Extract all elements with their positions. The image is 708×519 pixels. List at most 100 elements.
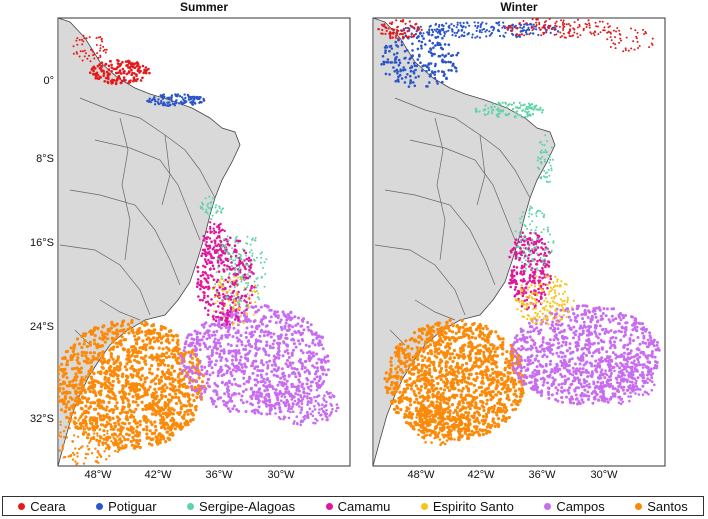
trajectory-point: [467, 334, 471, 338]
trajectory-point: [428, 390, 432, 394]
trajectory-point: [316, 369, 320, 373]
trajectory-point: [403, 379, 407, 383]
trajectory-point: [288, 407, 291, 411]
trajectory-point: [253, 286, 256, 289]
trajectory-point: [108, 419, 111, 422]
trajectory-point: [206, 300, 210, 304]
trajectory-point: [419, 406, 424, 410]
trajectory-point: [211, 371, 215, 375]
trajectory-point: [206, 236, 210, 239]
trajectory-point: [197, 96, 201, 99]
trajectory-point: [466, 433, 470, 437]
trajectory-point: [116, 377, 120, 381]
trajectory-point: [160, 100, 163, 103]
trajectory-point: [211, 197, 214, 200]
trajectory-point: [75, 358, 79, 362]
trajectory-point: [321, 409, 325, 413]
trajectory-point: [482, 355, 486, 359]
trajectory-point: [144, 330, 148, 334]
trajectory-point: [410, 347, 414, 351]
trajectory-point: [164, 339, 168, 343]
trajectory-point: [108, 381, 112, 385]
trajectory-point: [507, 415, 511, 420]
trajectory-point: [325, 418, 329, 422]
trajectory-point: [191, 100, 194, 103]
trajectory-point: [243, 286, 246, 289]
trajectory-point: [445, 439, 449, 442]
trajectory-point: [88, 71, 92, 74]
trajectory-point: [188, 360, 192, 364]
trajectory-point: [238, 306, 240, 309]
trajectory-point: [277, 347, 281, 351]
trajectory-point: [395, 381, 399, 385]
trajectory-point: [238, 298, 241, 301]
trajectory-point: [158, 386, 163, 390]
trajectory-point: [178, 410, 182, 415]
trajectory-point: [256, 397, 260, 401]
trajectory-point: [125, 382, 129, 386]
trajectory-point: [112, 392, 116, 396]
trajectory-point: [506, 386, 510, 390]
trajectory-point: [84, 354, 88, 358]
trajectory-point: [495, 375, 499, 379]
trajectory-point: [313, 343, 317, 347]
trajectory-point: [457, 326, 461, 330]
trajectory-point: [257, 405, 261, 409]
trajectory-point: [234, 351, 238, 355]
trajectory-point: [61, 356, 65, 360]
trajectory-point: [320, 343, 323, 347]
trajectory-point: [91, 73, 95, 76]
trajectory-point: [232, 307, 235, 310]
trajectory-point: [389, 367, 393, 371]
trajectory-point: [418, 416, 422, 420]
trajectory-point: [430, 352, 434, 356]
trajectory-point: [209, 206, 212, 209]
trajectory-point: [276, 352, 279, 356]
trajectory-point: [505, 379, 509, 383]
trajectory-point: [166, 364, 170, 368]
trajectory-point: [491, 390, 495, 394]
trajectory-point: [105, 48, 108, 51]
trajectory-point: [250, 345, 254, 349]
trajectory-point: [207, 309, 210, 312]
trajectory-point: [109, 355, 113, 359]
trajectory-point: [108, 454, 111, 458]
trajectory-point: [551, 352, 555, 356]
trajectory-point: [217, 284, 220, 287]
trajectory-point: [429, 349, 433, 353]
trajectory-point: [404, 421, 409, 425]
trajectory-point: [459, 366, 463, 370]
trajectory-point: [126, 322, 130, 326]
trajectory-point: [457, 429, 462, 433]
trajectory-point: [100, 330, 104, 334]
trajectory-point: [468, 358, 472, 362]
trajectory-point: [422, 349, 426, 353]
trajectory-point: [444, 336, 448, 340]
trajectory-point: [309, 380, 313, 384]
trajectory-point: [490, 362, 494, 366]
trajectory-point: [232, 289, 236, 293]
trajectory-point: [151, 323, 156, 327]
trajectory-point: [230, 349, 234, 353]
trajectory-point: [101, 406, 105, 410]
trajectory-point: [144, 348, 148, 352]
trajectory-point: [111, 379, 115, 383]
trajectory-point: [384, 385, 388, 389]
trajectory-point: [188, 375, 192, 379]
trajectory-point: [280, 367, 284, 371]
trajectory-point: [94, 76, 97, 80]
trajectory-point: [86, 411, 90, 415]
trajectory-point: [251, 290, 254, 293]
trajectory-point: [165, 412, 169, 416]
trajectory-point: [76, 435, 80, 438]
trajectory-point: [220, 283, 223, 286]
trajectory-point: [265, 385, 269, 389]
trajectory-point: [204, 278, 208, 281]
trajectory-point: [448, 338, 452, 342]
trajectory-point: [154, 403, 158, 407]
trajectory-point: [62, 456, 65, 459]
trajectory-point: [283, 324, 287, 328]
trajectory-point: [274, 321, 278, 325]
trajectory-point: [161, 411, 165, 416]
trajectory-point: [292, 422, 296, 425]
